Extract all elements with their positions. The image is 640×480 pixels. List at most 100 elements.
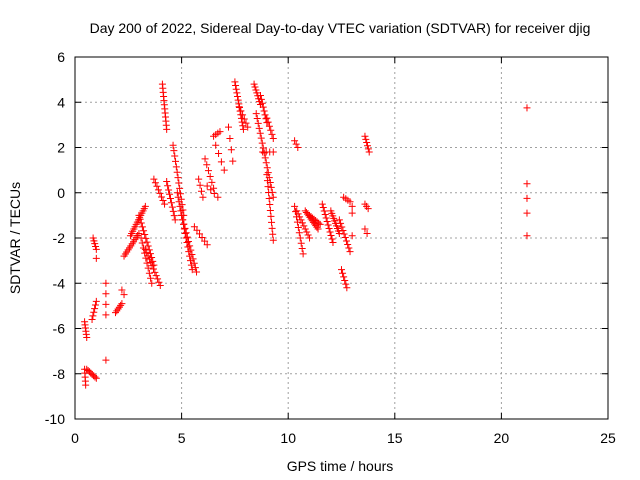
data-point <box>232 85 240 93</box>
data-point <box>263 171 271 179</box>
data-point <box>175 198 183 206</box>
data-point <box>264 183 272 191</box>
data-point <box>190 259 198 267</box>
data-point <box>144 264 152 272</box>
data-point <box>267 126 275 134</box>
data-point <box>120 291 128 299</box>
data-point <box>268 224 276 232</box>
data-point <box>92 297 100 305</box>
data-point <box>291 202 299 210</box>
data-point <box>180 220 188 228</box>
x-axis-title: GPS time / hours <box>287 458 394 474</box>
data-point <box>214 193 222 201</box>
data-point <box>293 218 301 226</box>
data-point <box>215 150 223 158</box>
data-point <box>147 274 155 282</box>
data-point <box>298 245 306 253</box>
data-point <box>137 234 145 242</box>
data-point <box>203 182 211 190</box>
data-point <box>348 209 356 217</box>
data-point <box>337 219 345 227</box>
x-tick-label: 5 <box>178 430 186 446</box>
data-point <box>186 242 194 250</box>
data-point <box>138 239 146 247</box>
data-point <box>88 315 96 323</box>
data-point <box>102 300 110 308</box>
data-point <box>227 146 235 154</box>
data-point <box>335 216 343 224</box>
data-point <box>169 141 177 149</box>
data-point <box>344 241 352 249</box>
data-point <box>102 356 110 364</box>
data-point <box>265 122 273 130</box>
data-point <box>138 223 146 231</box>
data-point <box>348 202 356 210</box>
data-point <box>157 193 165 201</box>
data-point <box>343 284 351 292</box>
x-tick-label: 10 <box>280 430 296 446</box>
data-point <box>154 275 162 283</box>
data-point <box>149 265 157 273</box>
data-point <box>234 96 242 104</box>
data-point <box>161 200 169 208</box>
data-point <box>523 209 531 217</box>
data-point <box>203 241 211 249</box>
data-point <box>172 157 180 165</box>
data-point <box>176 202 184 210</box>
data-point <box>254 119 262 127</box>
data-point <box>91 305 99 313</box>
data-point <box>188 251 196 259</box>
y-axis-title: SDTVAR / TECUs <box>7 182 23 294</box>
data-point <box>90 308 98 316</box>
data-point <box>263 164 271 172</box>
grid-lines <box>75 57 608 419</box>
data-point <box>144 252 152 260</box>
data-point <box>338 223 346 231</box>
x-tick-label: 0 <box>71 430 79 446</box>
data-point <box>225 123 233 131</box>
data-point <box>304 231 312 239</box>
data-point <box>204 167 212 175</box>
data-point <box>340 273 348 281</box>
data-point <box>83 334 91 342</box>
data-point <box>163 177 171 185</box>
data-point <box>91 373 99 381</box>
data-point <box>335 229 343 237</box>
data-point <box>362 135 370 143</box>
data-point <box>341 277 349 285</box>
data-point <box>269 230 277 238</box>
data-point <box>102 290 110 298</box>
data-point <box>112 309 120 317</box>
data-point <box>339 226 347 234</box>
data-point <box>153 182 161 190</box>
data-point <box>329 239 337 247</box>
data-point <box>322 214 330 222</box>
data-point <box>151 179 159 187</box>
data-point <box>201 155 209 163</box>
data-point <box>163 125 171 133</box>
data-point <box>220 166 228 174</box>
data-point <box>102 279 110 287</box>
data-point <box>150 175 158 183</box>
data-point <box>196 230 204 238</box>
data-point <box>306 234 314 242</box>
data-point <box>173 189 181 197</box>
data-point <box>170 147 178 155</box>
data-point <box>301 225 309 233</box>
data-point <box>523 180 531 188</box>
data-point <box>177 207 185 215</box>
data-point <box>348 232 356 240</box>
data-point <box>156 189 164 197</box>
data-point <box>252 86 260 94</box>
data-point <box>206 172 214 180</box>
data-point <box>315 219 323 227</box>
data-point <box>210 184 218 192</box>
data-point <box>268 218 276 226</box>
data-point <box>102 311 110 319</box>
data-point <box>191 264 199 272</box>
x-tick-labels: 0 5 10 15 20 25 <box>71 430 616 446</box>
data-point <box>298 219 306 227</box>
y-tick-label: -4 <box>53 275 66 291</box>
data-point <box>263 114 271 122</box>
